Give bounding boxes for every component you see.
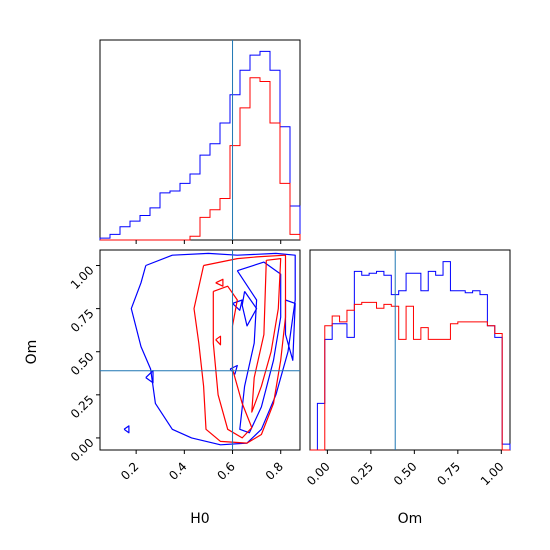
contour-red bbox=[193, 254, 287, 444]
om-hist-xtick-label: 0.50 bbox=[391, 459, 420, 488]
contour-blue bbox=[145, 370, 154, 384]
contour-red bbox=[215, 278, 224, 287]
contour-blue bbox=[284, 299, 296, 361]
contour-blue bbox=[241, 291, 258, 327]
joint-contours: 0.2 0.4 0.6 0.8 0.00 0.25 0.50 0.75 1.00 bbox=[68, 250, 300, 483]
om-hist-xtick-label: 0.00 bbox=[304, 459, 333, 488]
om-hist-xtick-label: 0.75 bbox=[434, 459, 463, 488]
om-hist-step-blue bbox=[310, 261, 511, 451]
h0-hist-step-red bbox=[100, 77, 301, 241]
joint-contour-lines bbox=[100, 250, 300, 450]
joint-xtick-label: 0.4 bbox=[166, 459, 189, 482]
om-hist-xtick-label: 1.00 bbox=[478, 459, 507, 488]
h0-histogram-frame bbox=[99, 39, 301, 241]
joint-contour-frame bbox=[99, 249, 301, 451]
om-hist-xtick-label: 0.25 bbox=[347, 459, 376, 488]
om-histogram-frame bbox=[309, 249, 511, 451]
joint-y-axis-label: Om bbox=[24, 340, 40, 365]
contour-red bbox=[215, 335, 222, 346]
om-x-axis-label: Om bbox=[398, 511, 423, 527]
contour-blue bbox=[123, 425, 130, 434]
om-histogram: 0.00 0.25 0.50 0.75 1.00 bbox=[304, 250, 511, 488]
joint-ytick-label: 0.00 bbox=[68, 436, 97, 465]
joint-ytick-label: 0.25 bbox=[68, 393, 97, 422]
joint-xtick-label: 0.2 bbox=[118, 459, 141, 482]
contour-red bbox=[251, 258, 282, 413]
h0-histogram bbox=[99, 40, 301, 244]
joint-ytick-label: 1.00 bbox=[68, 263, 97, 292]
joint-xtick-label: 0.6 bbox=[214, 459, 237, 482]
joint-ytick-label: 0.75 bbox=[68, 306, 97, 335]
contour-blue bbox=[130, 252, 296, 446]
joint-x-axis-label: H0 bbox=[190, 511, 209, 527]
joint-xtick-label: 0.8 bbox=[263, 459, 286, 482]
om-hist-step-red bbox=[310, 301, 510, 451]
joint-ytick-label: 0.50 bbox=[68, 349, 97, 378]
contour-blue bbox=[236, 261, 282, 434]
h0-hist-step-blue bbox=[99, 50, 301, 240]
contour-red bbox=[212, 285, 253, 439]
